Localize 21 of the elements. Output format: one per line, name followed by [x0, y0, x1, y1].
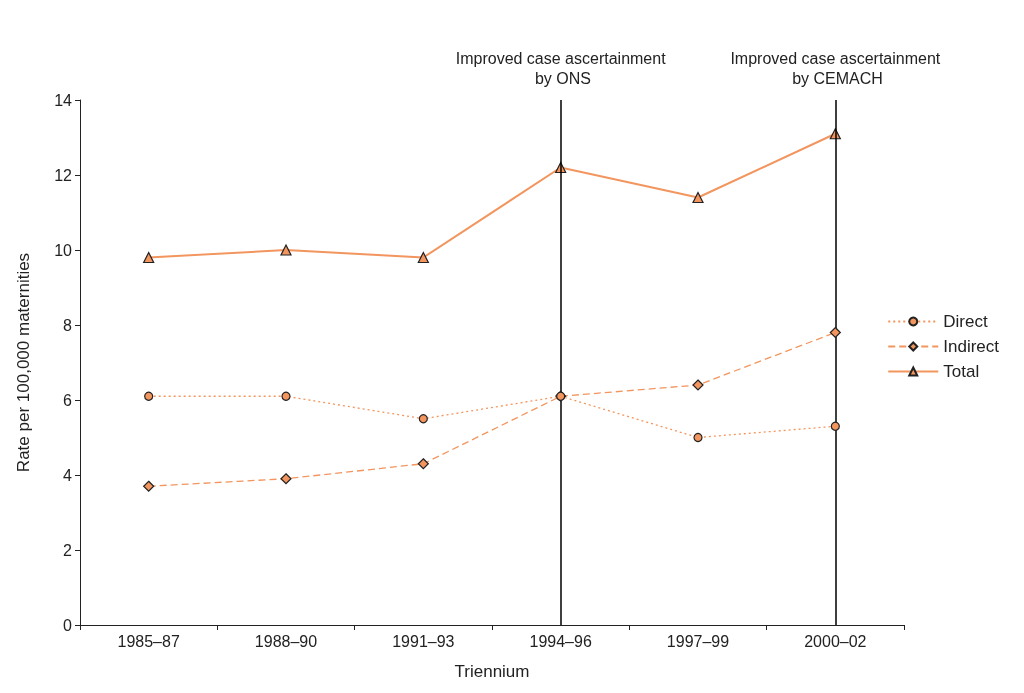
x-tick-label: 1997–99: [666, 632, 730, 650]
y-tick-label: 2: [63, 541, 73, 559]
y-tick-label: 12: [54, 166, 73, 184]
legend-label: Total: [943, 362, 980, 381]
ref-line-label: Improved case ascertainment by CEMACH: [730, 49, 941, 87]
legend-label: Indirect: [943, 337, 1000, 356]
x-axis-title: Triennium: [454, 662, 530, 681]
y-axis-title: Rate per 100,000 maternities: [14, 252, 33, 473]
y-tick-label: 6: [63, 391, 73, 409]
legend-label: Direct: [943, 312, 988, 331]
y-tick-label: 4: [63, 466, 73, 484]
x-tick-label: 1985–87: [117, 632, 180, 650]
y-tick-label: 14: [54, 91, 73, 109]
y-tick-label: 10: [54, 241, 73, 259]
x-tick-label: 1988–90: [254, 632, 318, 650]
y-tick-label: 8: [63, 316, 73, 334]
x-tick-label: 1991–93: [392, 632, 455, 650]
x-tick-label: 2000–02: [804, 632, 867, 650]
y-tick-label: 0: [63, 616, 73, 634]
x-tick-label: 1994–96: [529, 632, 592, 650]
ref-line-label: Improved case ascertainment by ONS: [455, 49, 667, 87]
